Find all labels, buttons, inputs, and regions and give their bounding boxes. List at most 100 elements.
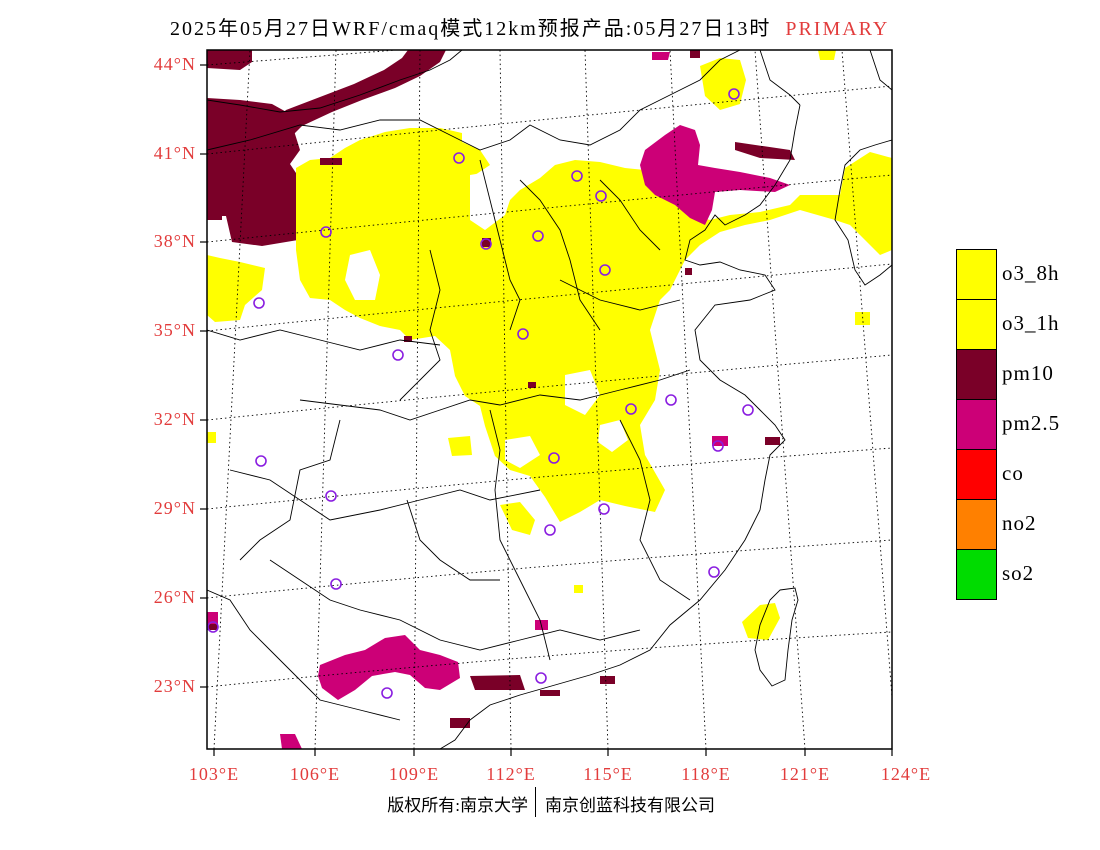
o3-region [855, 312, 870, 325]
city-marker [625, 403, 637, 415]
city-marker [532, 230, 544, 242]
lon-label-121e: 121°E [779, 764, 831, 784]
legend-swatch [956, 349, 997, 400]
pm10-region [735, 142, 795, 160]
o3-region [207, 255, 265, 322]
city-marker [548, 452, 560, 464]
title-text: 2025年05月27日WRF/cmaq模式12km预报产品:05月27日13时 [170, 18, 772, 40]
legend-item-o3-8h: o3_8h [956, 249, 1096, 300]
pm25-region [318, 635, 460, 700]
legend-item-pm10: pm10 [956, 349, 1096, 400]
province-boundary [229, 469, 541, 521]
clear-area [470, 170, 515, 230]
legend-item-so2: so2 [956, 549, 1096, 600]
lon-label-106e: 106°E [289, 764, 341, 784]
province-boundary [406, 499, 500, 581]
boundaries [207, 50, 892, 749]
province-boundary [239, 419, 341, 561]
company-text: 南京创蓝科技有限公司 [545, 796, 715, 815]
province-boundary [479, 159, 521, 331]
clear-area [598, 420, 628, 452]
o3-region [818, 50, 836, 60]
legend-swatch [956, 299, 997, 350]
lat-label-41n: 41°N [153, 143, 196, 163]
clear-area [565, 370, 600, 415]
province-boundary [759, 50, 801, 106]
province-boundary [559, 279, 681, 311]
city-marker [571, 170, 583, 182]
graticule [207, 50, 892, 749]
city-marker [599, 264, 611, 276]
pm10-region [690, 50, 700, 58]
province-boundary [299, 369, 691, 421]
legend-label: o3_1h [1002, 311, 1060, 335]
lat-label-29n: 29°N [153, 498, 196, 518]
province-boundary [207, 50, 741, 151]
pollution-layer [207, 50, 892, 749]
legend-swatch [956, 449, 997, 500]
border-line [207, 50, 463, 113]
lon-label-118e: 118°E [681, 764, 731, 784]
o3-region [207, 432, 216, 443]
city-marker [480, 238, 492, 250]
pm10-region [207, 212, 222, 220]
province-boundary [869, 50, 892, 91]
o3-region [700, 58, 746, 110]
city-marker [255, 455, 267, 467]
city-marker [253, 297, 265, 309]
province-boundary [207, 329, 441, 351]
lat-label-38n: 38°N [153, 231, 196, 251]
legend-swatch [956, 399, 997, 450]
pm10-region [685, 268, 692, 275]
province-boundary [599, 179, 661, 251]
axis-ticks [200, 64, 893, 756]
lon-label-115e: 115°E [583, 764, 633, 784]
pm10-region [528, 382, 536, 388]
lat-label-26n: 26°N [153, 587, 196, 607]
legend-item-pm25: pm2.5 [956, 399, 1096, 450]
legend-swatch [956, 549, 997, 600]
city-marker [544, 524, 556, 536]
o3-region [574, 585, 583, 593]
pm25-region [652, 52, 670, 60]
legend-label: so2 [1002, 561, 1035, 585]
clear-area [345, 250, 380, 300]
legend-label: pm10 [1002, 361, 1054, 385]
taiwan-outline [754, 587, 799, 687]
province-boundary [489, 409, 551, 661]
city-marker [325, 490, 337, 502]
city-marker [207, 621, 219, 633]
clear-area [505, 436, 540, 468]
pm10-region [600, 676, 615, 684]
city-marker [517, 328, 529, 340]
province-boundary [269, 559, 641, 651]
city-marker [728, 88, 740, 100]
pm10-region [207, 98, 300, 246]
o3-region [448, 436, 472, 456]
province-boundary [519, 179, 601, 331]
city-marker [665, 394, 677, 406]
province-boundary [619, 419, 691, 601]
legend-item-o3-1h: o3_1h [956, 299, 1096, 350]
map-title: 2025年05月27日WRF/cmaq模式12km预报产品:05月27日13时 P… [170, 12, 889, 41]
pm10-region [207, 50, 252, 70]
lat-label-44n: 44°N [153, 54, 196, 74]
city-marker [535, 672, 547, 684]
pm10-region [450, 718, 470, 728]
pm10-region [540, 690, 560, 696]
city-marker [712, 440, 724, 452]
city-marker [598, 503, 610, 515]
province-boundary [399, 249, 441, 401]
legend-label: pm2.5 [1002, 411, 1061, 435]
title-tag-primary: PRIMARY [785, 18, 890, 40]
pm10-region [765, 437, 780, 445]
legend-swatch [956, 249, 997, 300]
city-marker [742, 404, 754, 416]
city-marker [381, 687, 393, 699]
city-marker [708, 566, 720, 578]
footer-divider [535, 787, 536, 817]
city-marker [320, 226, 332, 238]
pm25-region [207, 612, 218, 624]
legend-item-co: co [956, 449, 1096, 500]
